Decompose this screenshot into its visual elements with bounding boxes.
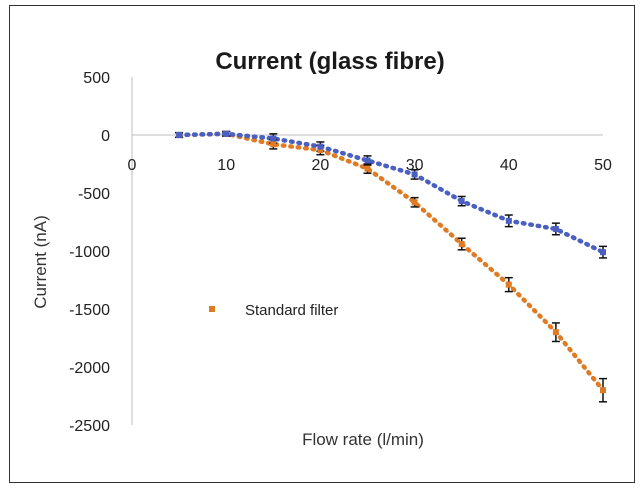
data-point [600, 249, 606, 256]
x-tick-labels: 0 10 20 30 40 50 [128, 157, 612, 174]
data-point [505, 281, 512, 288]
chart-title: Current (glass fibre) [215, 48, 444, 75]
data-point [270, 135, 277, 142]
data-point [364, 157, 371, 164]
data-point [317, 143, 324, 150]
y-tick-label: 0 [101, 128, 110, 145]
chart-frame [9, 5, 635, 483]
data-point [552, 225, 559, 232]
data-point [505, 217, 512, 224]
x-tick-label: 50 [594, 157, 612, 174]
y-tick-label: 500 [83, 70, 110, 87]
data-points [176, 130, 606, 394]
x-axis-label: Flow rate (l/min) [302, 430, 424, 449]
legend: Standard filter [209, 302, 338, 319]
data-point [411, 199, 418, 206]
data-point [600, 387, 606, 394]
data-point [458, 241, 465, 248]
data-point [223, 130, 230, 137]
y-tick-labels: 500 0 -500 -1000 -1500 -2000 -2500 [69, 70, 110, 435]
y-axis-label: Current (nA) [31, 215, 50, 309]
data-point [411, 171, 418, 178]
trend-line-series-0 [176, 131, 606, 393]
error-bars [175, 130, 607, 403]
x-tick-label: 20 [312, 157, 330, 174]
data-point [176, 132, 183, 138]
x-tick-label: 10 [217, 157, 235, 174]
y-tick-label: -500 [78, 186, 110, 203]
trend-lines [176, 131, 606, 393]
y-tick-label: -1500 [69, 302, 110, 319]
data-point [270, 141, 277, 148]
x-tick-label: 30 [406, 157, 424, 174]
data-point [317, 147, 324, 154]
y-tick-label: -1000 [69, 244, 110, 261]
x-tick-label: 40 [500, 157, 518, 174]
x-tick-label: 0 [128, 157, 137, 174]
data-point [458, 198, 465, 205]
data-point [364, 165, 371, 172]
legend-label-standard-filter: Standard filter [245, 302, 338, 319]
y-tick-label: -2000 [69, 360, 110, 377]
data-point [552, 329, 559, 336]
legend-swatch-standard-filter [209, 306, 215, 312]
y-tick-label: -2500 [69, 418, 110, 435]
trend-line-series-1 [176, 131, 606, 255]
